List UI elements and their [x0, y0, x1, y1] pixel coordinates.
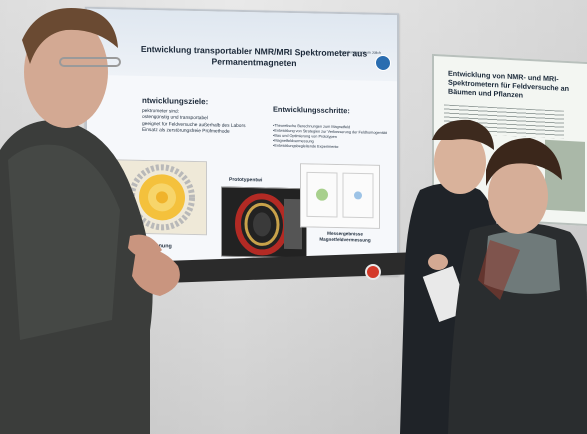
prototype-magnet-graphic	[222, 187, 306, 258]
measurement-graphic	[301, 164, 379, 228]
visitor-figure-right	[448, 138, 587, 434]
presenter-figure	[0, 8, 180, 434]
field-measurement-figure	[300, 163, 380, 229]
prototype-photo	[221, 186, 307, 259]
emergency-stop-icon	[365, 264, 381, 280]
